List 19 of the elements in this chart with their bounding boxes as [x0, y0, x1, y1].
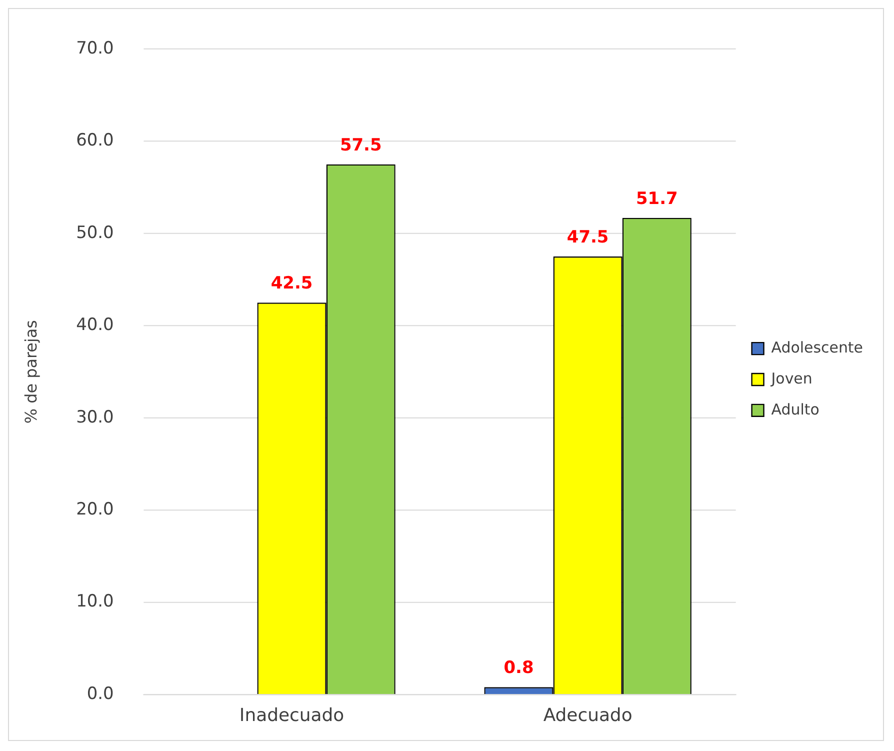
- x-tick-label: Inadecuado: [239, 704, 344, 726]
- data-label: 47.5: [566, 226, 609, 247]
- y-tick-label: 20.0: [76, 498, 114, 519]
- legend-label: Joven: [770, 369, 812, 388]
- y-tick-label: 60.0: [76, 130, 114, 150]
- y-tick-label: 0.0: [86, 682, 114, 703]
- y-tick-label: 30.0: [76, 406, 114, 426]
- x-tick-label: Adecuado: [543, 704, 632, 726]
- data-label: 42.5: [270, 272, 313, 293]
- y-tick-label: 70.0: [76, 38, 114, 58]
- y-axis-title: % de parejas: [22, 320, 41, 424]
- y-tick-label: 40.0: [76, 314, 114, 334]
- data-label: 51.7: [636, 188, 678, 208]
- data-label: 0.8: [504, 657, 534, 678]
- y-tick-label: 50.0: [76, 222, 114, 242]
- legend-label: Adolescente: [771, 338, 863, 356]
- y-tick-label: 10.0: [76, 590, 114, 611]
- data-label: 57.5: [340, 134, 382, 154]
- legend-label: Adulto: [771, 400, 820, 418]
